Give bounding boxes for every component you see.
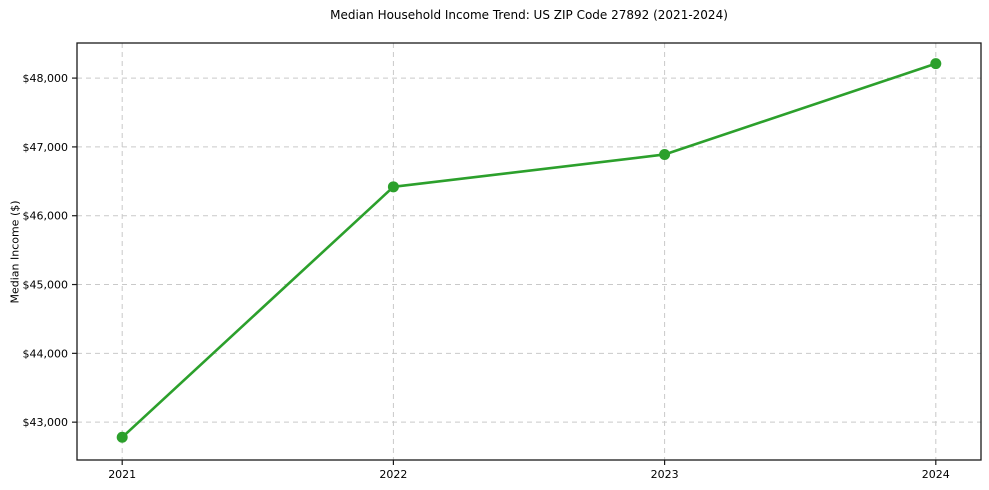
plot-border	[76, 42, 982, 461]
data-point	[116, 431, 128, 443]
y-tick-label: $46,000	[23, 210, 69, 223]
y-tick-label: $45,000	[23, 279, 69, 292]
data-point	[930, 58, 942, 70]
x-tick-label: 2022	[379, 468, 407, 481]
x-tick-label: 2024	[922, 468, 950, 481]
x-tick-label: 2023	[651, 468, 679, 481]
y-tick-label: $47,000	[23, 141, 69, 154]
data-point	[387, 181, 399, 193]
y-tick-label: $48,000	[23, 72, 69, 85]
chart-title: Median Household Income Trend: US ZIP Co…	[330, 8, 728, 22]
x-tick-label: 2021	[108, 468, 136, 481]
y-axis-label: Median Income ($)	[8, 200, 22, 304]
y-tick-label: $44,000	[23, 347, 69, 360]
data-point	[659, 148, 671, 160]
data-line	[120, 62, 938, 439]
y-tick-label: $43,000	[23, 416, 69, 429]
